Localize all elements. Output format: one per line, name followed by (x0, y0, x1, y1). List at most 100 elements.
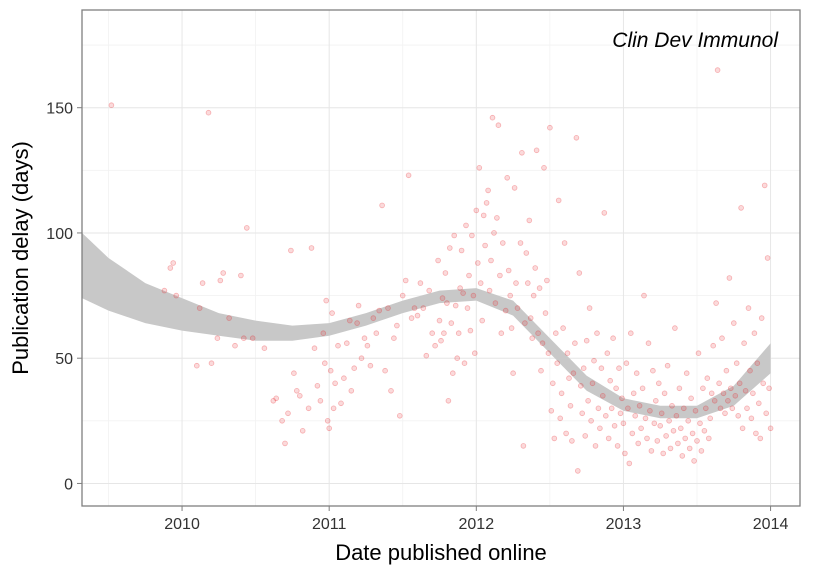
data-point (279, 417, 285, 424)
data-point (417, 280, 424, 286)
data-point (467, 327, 474, 334)
journal-annotation: Clin Dev Immunol (612, 29, 779, 52)
data-point (625, 405, 631, 412)
data-point (448, 320, 455, 326)
data-point (708, 390, 715, 397)
data-point (632, 412, 638, 419)
data-point (498, 330, 505, 337)
data-point (710, 342, 716, 349)
data-point (579, 410, 585, 417)
data-point (619, 395, 625, 402)
data-point (379, 202, 385, 209)
data-point (604, 350, 611, 357)
data-point (326, 425, 333, 432)
data-point (321, 360, 328, 367)
data-point (370, 315, 377, 321)
data-point (732, 392, 739, 399)
data-point (714, 67, 721, 73)
data-point (585, 397, 591, 404)
data-point (376, 307, 383, 314)
data-point (432, 342, 438, 349)
data-point (473, 207, 480, 214)
data-point (591, 357, 597, 364)
data-point (760, 380, 766, 387)
data-point (445, 397, 452, 404)
data-point (293, 387, 300, 394)
data-point (526, 217, 533, 224)
data-point (751, 330, 758, 337)
data-point (650, 367, 656, 374)
data-point (194, 362, 200, 369)
data-point (483, 200, 490, 206)
data-point (308, 245, 315, 251)
data-point (566, 375, 572, 382)
data-point (658, 410, 665, 417)
data-point (564, 350, 571, 357)
data-point (641, 292, 647, 299)
data-point (285, 410, 291, 417)
data-point (558, 390, 565, 397)
data-point (510, 370, 516, 377)
x-axis-title: Date published online (335, 540, 547, 565)
data-point (700, 385, 706, 392)
data-point (232, 342, 238, 349)
data-point (388, 387, 394, 394)
data-point (589, 380, 596, 387)
data-point (744, 405, 750, 412)
data-point (563, 430, 569, 437)
data-point (238, 272, 244, 279)
data-point (538, 367, 544, 374)
data-point (220, 270, 227, 276)
data-point (523, 250, 530, 256)
data-point (560, 325, 566, 331)
y-tick-label: 100 (46, 226, 73, 243)
smooth-confidence-band (82, 232, 771, 419)
data-point (288, 247, 294, 254)
data-point (476, 165, 483, 171)
data-point (677, 425, 684, 432)
data-point (317, 397, 324, 404)
data-point (739, 425, 746, 432)
data-point (672, 325, 678, 331)
data-point (655, 380, 662, 387)
data-point (485, 187, 491, 194)
data-point (408, 315, 415, 321)
data-point (652, 397, 659, 404)
data-point (666, 417, 672, 424)
data-point (645, 340, 652, 347)
data-point (273, 395, 280, 402)
data-point (402, 277, 409, 284)
data-point (291, 370, 297, 377)
data-point (463, 222, 469, 229)
data-point (697, 420, 703, 427)
data-point (270, 397, 277, 404)
data-point (226, 315, 232, 321)
data-point (582, 433, 588, 439)
data-point (458, 247, 465, 254)
data-point (639, 385, 646, 392)
data-point (502, 307, 509, 314)
data-point (704, 375, 711, 382)
data-point (689, 430, 696, 437)
data-point (660, 450, 666, 457)
data-point (530, 292, 537, 299)
data-point (444, 300, 450, 306)
data-point (730, 320, 737, 326)
plot-border (81, 9, 801, 507)
data-point (541, 165, 547, 171)
data-point (654, 438, 661, 444)
x-tick-label: 2014 (753, 516, 789, 533)
data-point (722, 410, 728, 417)
data-point (701, 427, 708, 434)
data-point (661, 390, 668, 397)
data-point (405, 172, 412, 179)
data-point (570, 370, 577, 377)
data-point (735, 412, 741, 419)
data-point (617, 410, 624, 417)
data-point (635, 440, 641, 447)
data-point (608, 405, 615, 412)
y-tick-label: 50 (55, 351, 73, 368)
data-point (480, 212, 487, 219)
data-point (399, 292, 406, 299)
data-point (507, 292, 514, 299)
